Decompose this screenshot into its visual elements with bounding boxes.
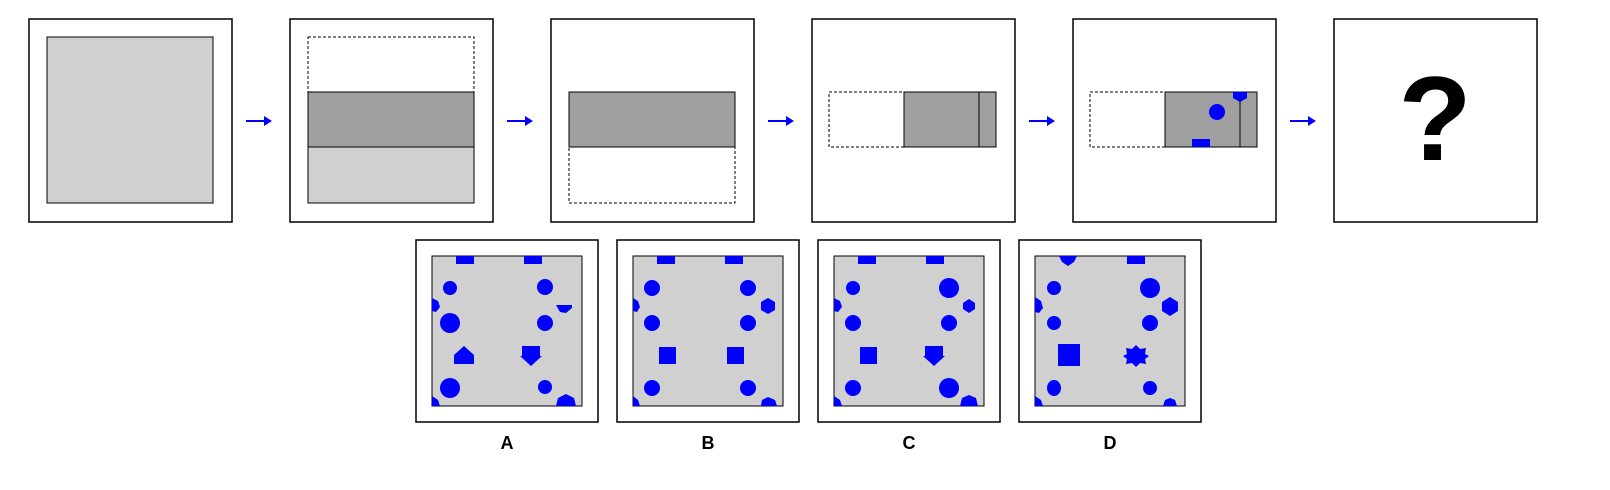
pentagon-hole-icon xyxy=(1233,92,1247,102)
option-a[interactable]: A xyxy=(415,239,599,453)
question-mark: ? xyxy=(1398,52,1471,186)
right-arrow-icon xyxy=(246,116,272,126)
sequence-panel-4 xyxy=(811,18,1016,223)
right-arrow-icon xyxy=(507,116,533,126)
right-arrow-icon xyxy=(1029,116,1055,126)
option-b[interactable]: B xyxy=(616,239,800,453)
option-label: C xyxy=(903,433,916,453)
option-label: B xyxy=(702,433,715,453)
question-panel: ? xyxy=(1333,18,1538,223)
right-arrow-icon xyxy=(1290,116,1316,126)
right-arrow-icon xyxy=(768,116,794,126)
square-hole-icon xyxy=(1192,139,1210,147)
sequence-panel-5 xyxy=(1072,18,1277,223)
circle-hole-icon xyxy=(1209,104,1225,120)
sequence-panel-1 xyxy=(28,18,233,223)
option-label: A xyxy=(501,433,514,453)
option-d[interactable]: D xyxy=(1018,239,1202,453)
option-c[interactable]: C xyxy=(817,239,1001,453)
sequence-panel-2 xyxy=(289,18,494,223)
sequence-panel-3 xyxy=(550,18,755,223)
option-label: D xyxy=(1104,433,1117,453)
